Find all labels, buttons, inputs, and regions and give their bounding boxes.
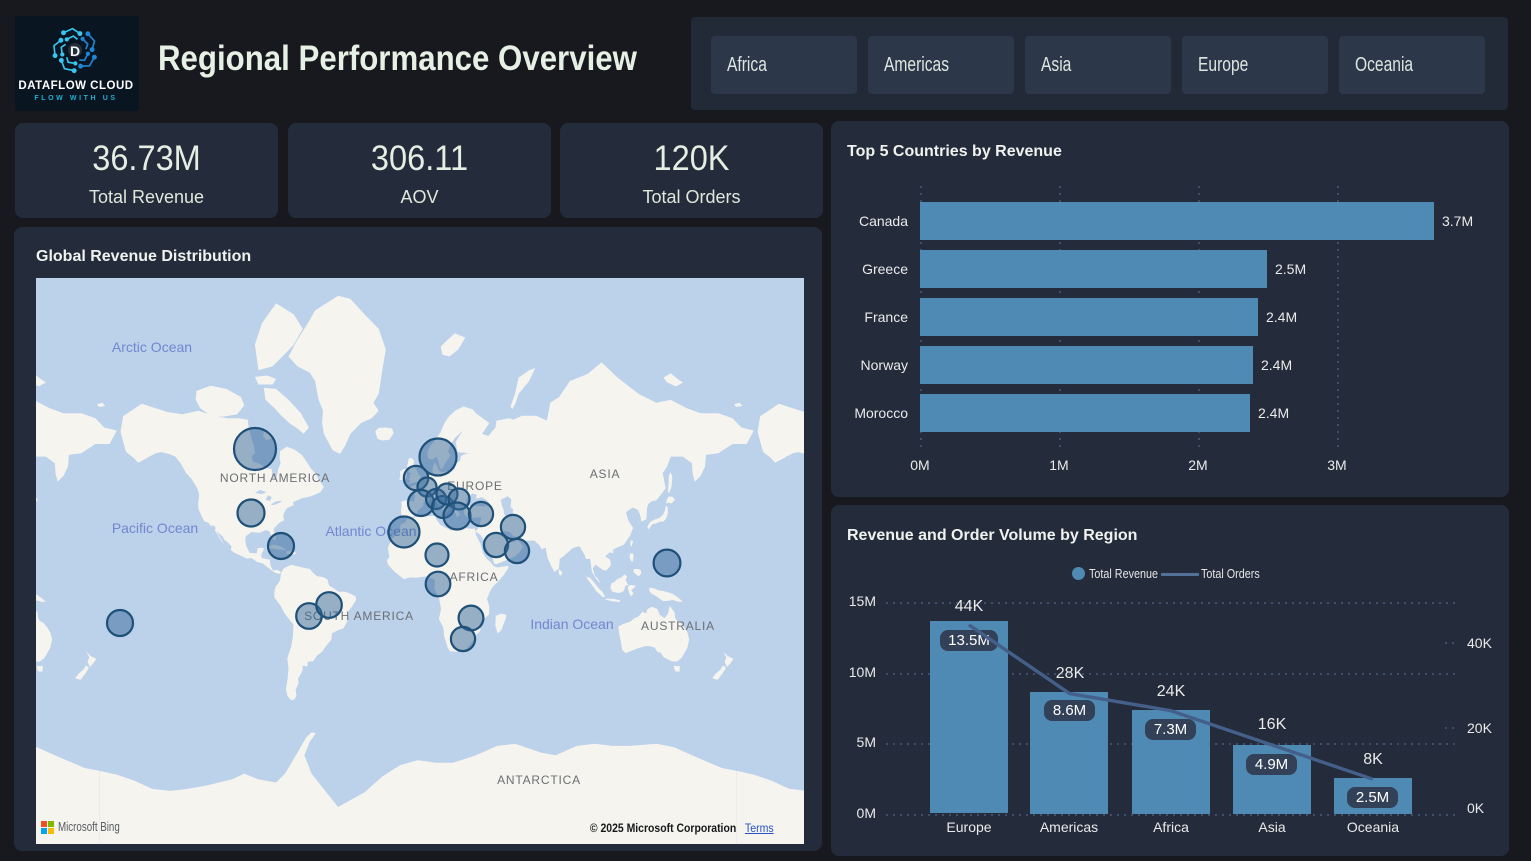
svg-text:Arctic Ocean: Arctic Ocean xyxy=(112,339,192,355)
svg-text:DATAFLOW CLOUD: DATAFLOW CLOUD xyxy=(18,80,133,92)
svg-text:ASIA: ASIA xyxy=(590,467,621,481)
svg-text:FLOW WITH US: FLOW WITH US xyxy=(34,95,117,102)
svg-text:D: D xyxy=(70,43,80,59)
svg-text:ANTARCTICA: ANTARCTICA xyxy=(497,773,581,787)
svg-text:Indian Ocean: Indian Ocean xyxy=(530,616,613,632)
svg-text:AFRICA: AFRICA xyxy=(450,570,499,584)
svg-text:Pacific Ocean: Pacific Ocean xyxy=(112,520,198,536)
svg-text:NORTH AMERICA: NORTH AMERICA xyxy=(220,471,330,485)
svg-text:AUSTRALIA: AUSTRALIA xyxy=(641,619,715,633)
